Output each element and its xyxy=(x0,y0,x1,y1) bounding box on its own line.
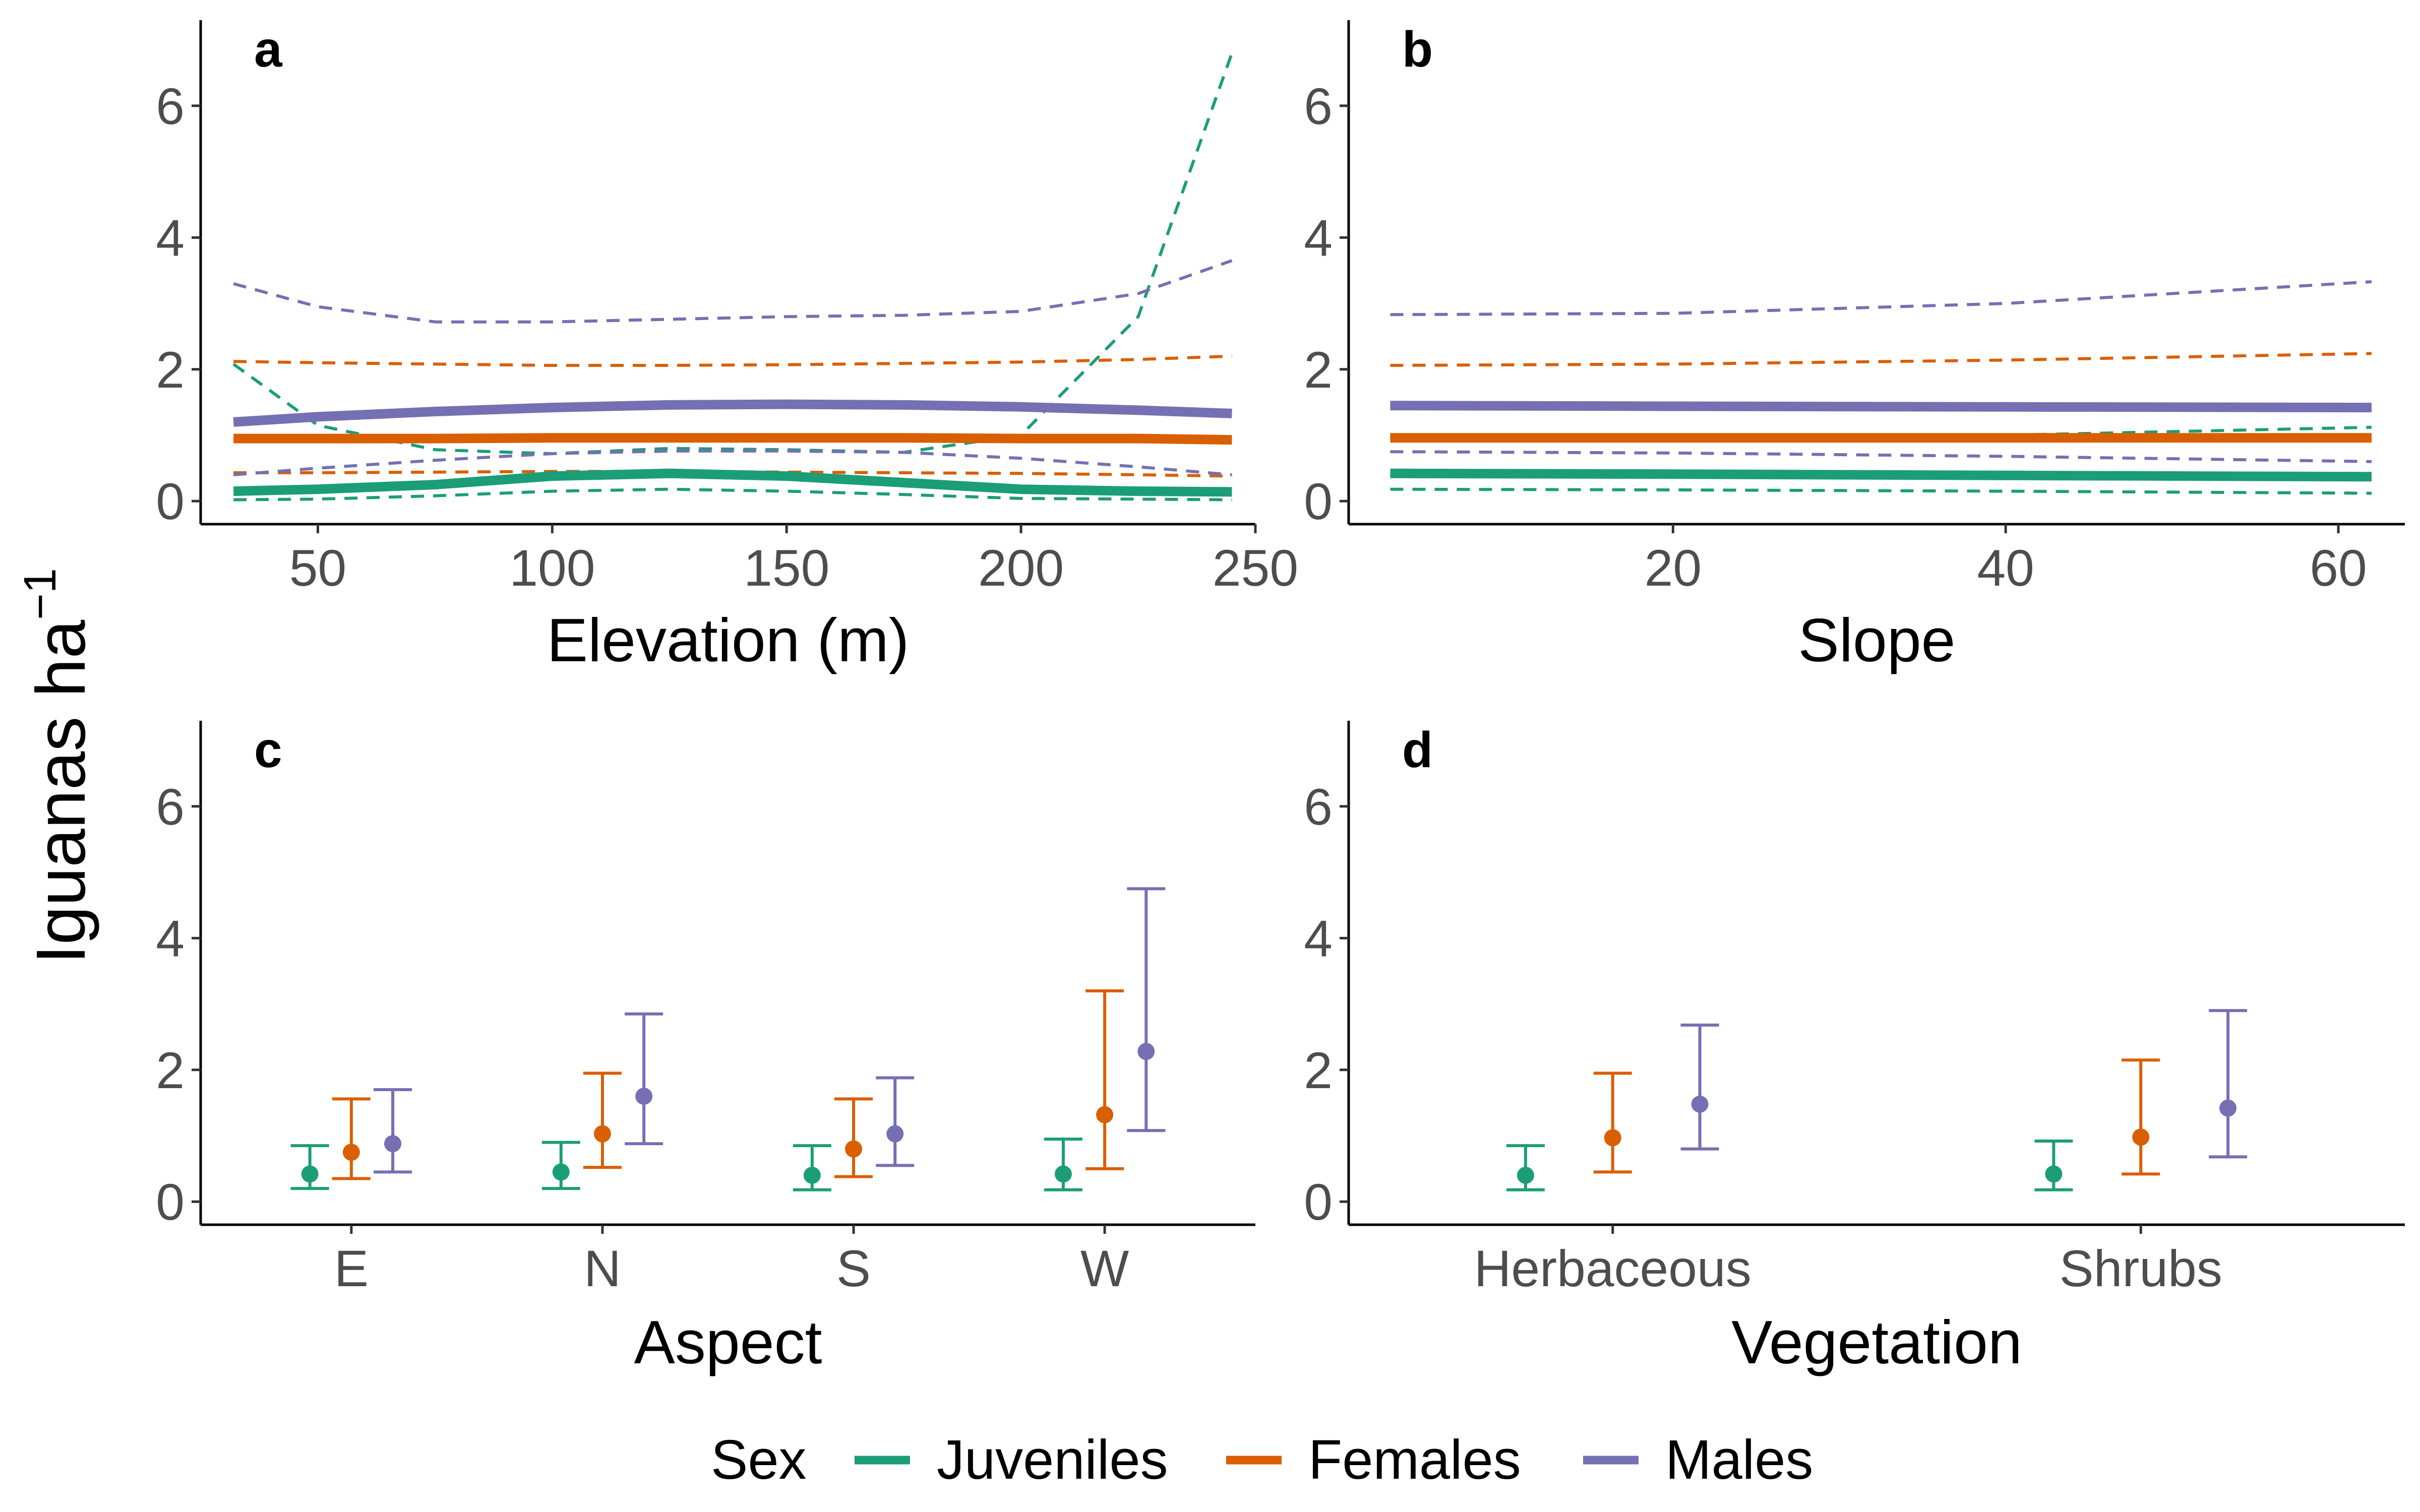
y-tick-label: 4 xyxy=(156,910,185,967)
upper-bound-line-females xyxy=(233,354,1232,367)
panel-label: d xyxy=(1402,722,1433,778)
y-axis-title: Iguanas ha−1 xyxy=(15,568,100,964)
upper-bound-line-males xyxy=(1390,280,2372,317)
x-tick-label: 100 xyxy=(509,539,595,597)
y-tick-label: 0 xyxy=(1304,473,1333,530)
mean-line-juveniles xyxy=(233,468,1232,497)
panel-label: a xyxy=(254,21,283,78)
point-females xyxy=(2132,1128,2150,1146)
panel-b: 0 2 4 6 20 40 60 Slope b xyxy=(1304,20,2405,674)
x-axis-title: Slope xyxy=(1798,606,1955,674)
y-tick-label: 0 xyxy=(156,473,185,530)
upper-bound-line-males xyxy=(233,259,1233,324)
x-tick-label: 50 xyxy=(289,539,346,597)
panel-d: 0 2 4 6 Herbaceous Shrubs Vegetation d xyxy=(1304,721,2405,1376)
y-axis-title-exponent: −1 xyxy=(15,568,66,620)
legend-title: Sex xyxy=(711,1429,807,1491)
x-axis-title: Aspect xyxy=(634,1308,822,1376)
y-tick-label: 6 xyxy=(156,78,185,135)
point-males xyxy=(384,1135,402,1153)
y-tick-label: 6 xyxy=(1304,778,1333,836)
x-tick-label: 60 xyxy=(2310,539,2367,597)
x-axis-title: Vegetation xyxy=(1731,1308,2022,1376)
point-juveniles xyxy=(301,1165,319,1183)
point-females xyxy=(845,1140,863,1158)
x-axis-title: Elevation (m) xyxy=(547,606,910,674)
point-males xyxy=(635,1088,653,1105)
point-females xyxy=(342,1144,360,1161)
point-males xyxy=(2219,1099,2237,1117)
y-tick-label: 4 xyxy=(1304,910,1333,967)
point-juveniles xyxy=(1517,1166,1534,1184)
x-tick-label: 40 xyxy=(1977,539,2034,597)
x-tick-label: E xyxy=(334,1240,369,1297)
x-tick-label: Herbaceous xyxy=(1474,1240,1751,1297)
point-juveniles xyxy=(552,1163,570,1181)
y-tick-label: 0 xyxy=(1304,1173,1333,1231)
legend: Sex Juveniles Females Males xyxy=(711,1429,1813,1491)
point-females xyxy=(1096,1106,1114,1123)
point-juveniles xyxy=(2045,1165,2063,1183)
x-tick-label: 250 xyxy=(1213,539,1298,597)
y-tick-label: 2 xyxy=(156,341,185,399)
lower-bound-line-males xyxy=(233,449,1232,476)
y-tick-label: 6 xyxy=(1304,78,1333,135)
x-tick-label: 150 xyxy=(744,539,829,597)
panel-label: c xyxy=(254,722,282,778)
y-tick-label: 6 xyxy=(156,778,185,836)
point-males xyxy=(1691,1095,1709,1113)
legend-label-males: Males xyxy=(1665,1429,1813,1491)
x-tick-label: S xyxy=(836,1240,871,1297)
point-juveniles xyxy=(1054,1165,1072,1183)
panel-a: 0 2 4 6 50 100 150 200 250 Elevation (m) a xyxy=(156,20,1298,674)
mean-line-females xyxy=(233,433,1232,445)
y-tick-label: 4 xyxy=(1304,209,1333,267)
upper-bound-line-females xyxy=(1390,352,2372,367)
point-juveniles xyxy=(803,1166,821,1184)
x-tick-label: 20 xyxy=(1645,539,1702,597)
y-tick-label: 4 xyxy=(156,209,185,267)
panel-c: 0 2 4 6 E N S W Aspect c xyxy=(156,721,1255,1376)
y-tick-label: 2 xyxy=(1304,341,1333,399)
point-males xyxy=(1137,1043,1155,1060)
x-tick-label: N xyxy=(584,1240,621,1297)
legend-label-juveniles: Juveniles xyxy=(937,1429,1168,1491)
panel-label: b xyxy=(1402,21,1433,78)
point-females xyxy=(593,1125,611,1143)
y-axis-title-text: Iguanas ha xyxy=(22,620,100,964)
mean-line-males xyxy=(1390,401,2372,413)
x-tick-label: 200 xyxy=(978,539,1064,597)
legend-label-females: Females xyxy=(1308,1429,1521,1491)
y-tick-label: 0 xyxy=(156,1173,185,1231)
lower-bound-line-juveniles xyxy=(233,487,1232,501)
lower-bound-line-juveniles xyxy=(1390,487,2372,495)
upper-bound-line-juveniles xyxy=(232,52,1234,456)
x-tick-label: Shrubs xyxy=(2060,1240,2222,1297)
lower-bound-line-males xyxy=(1390,450,2372,463)
point-males xyxy=(886,1125,904,1143)
y-tick-label: 2 xyxy=(156,1042,185,1099)
mean-line-males xyxy=(233,399,1232,427)
x-tick-label: W xyxy=(1080,1240,1129,1297)
point-females xyxy=(1604,1129,1621,1147)
mean-line-juveniles xyxy=(1390,468,2372,482)
y-tick-label: 2 xyxy=(1304,1042,1333,1099)
